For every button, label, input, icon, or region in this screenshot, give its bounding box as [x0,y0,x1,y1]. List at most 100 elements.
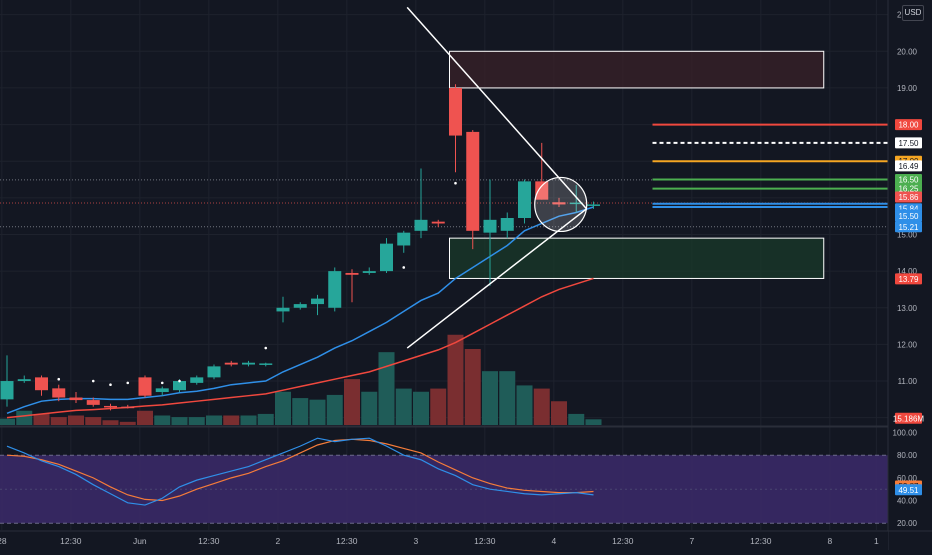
stochastic-value-tag-bg [895,484,922,496]
volume-bar [240,415,257,425]
price-tick-label: 13.00 [897,304,918,313]
time-tick-label: 1 [874,536,879,546]
time-axis[interactable]: 28 12:30 Jun 12:30 2 12:30 3 12:30 4 12:30 7 12:30 8… [0,530,932,550]
pattern-drawings[interactable] [406,6,588,349]
price-tag-bg [895,174,922,186]
candle-body [552,202,566,205]
volume-bar [292,398,309,425]
stochastic-tick-label: 60.00 [897,474,918,483]
price-tag: 18.00 [898,121,919,130]
time-tick-label: 12:30 [198,536,220,546]
dot-marker [454,181,457,185]
horizontal-lines[interactable] [0,123,888,228]
price-tag-bg [895,221,922,233]
volume-bar [0,418,15,425]
stochastic-tick-label: 40.00 [897,497,918,506]
volume-bar [413,391,429,425]
candle-body [173,381,186,391]
stochastic-tick-label: 20.00 [897,519,918,528]
volume-bar [50,417,67,425]
volume-bar [102,420,119,425]
currency-label[interactable]: USD [902,5,924,21]
dot-marker [109,383,112,386]
dot-marker [126,381,130,385]
volume-bar [464,349,481,425]
candle-body [207,366,221,378]
price-tag: 16.50 [898,176,919,185]
candle-body [293,304,307,308]
candle-body [328,271,342,308]
volume-bar [16,410,33,425]
dot-marker [264,346,268,350]
volume-bar [516,385,533,425]
volume-bar [499,371,516,425]
highlight-circle [534,176,588,233]
candle-body [535,181,549,200]
volume-bar [137,410,153,425]
volume-bar [430,388,447,425]
dot-markers [57,181,457,386]
candle-body [397,232,411,246]
candle-body [17,379,31,382]
candle-body [449,87,462,136]
dot-marker [160,381,164,385]
trend-line [406,6,588,210]
stochastic-tick-label: 100.00 [893,429,918,438]
price-tick-label: 19.00 [897,84,918,93]
candle-body [345,272,359,275]
price-tag-bg [895,137,922,149]
dot-marker [57,377,61,381]
moving-averages [6,206,594,419]
price-tag-bg [895,273,922,285]
candle-body [121,406,135,409]
candle-body [500,217,514,231]
volume-bar [344,379,360,425]
price-tag-bg [895,160,922,172]
price-tag: 17.50 [898,139,919,148]
volume-bar [378,352,395,425]
volume-bar [395,388,412,425]
price-tag: 16.25 [898,185,919,194]
stochastic-k-line [6,437,594,506]
volume-bar [568,413,585,425]
price-tag: 13.79 [898,275,919,284]
time-tick-label: 4 [551,536,556,546]
stochastic-value-tag: 49.51 [898,486,919,495]
stochastic-band [0,455,888,524]
candle-body [35,377,48,391]
time-tick-label: 12:30 [750,536,772,546]
candle-body [259,363,273,365]
price-tag-bg [895,210,922,222]
candle-body [224,362,238,365]
stochastic-d-line [6,438,594,502]
time-tick-label: 28 [0,536,7,546]
price-tag-bg [895,191,922,203]
candle-body [414,219,428,231]
zones[interactable] [449,50,825,279]
volume-bar [482,371,498,425]
candle-body [311,298,324,305]
price-axis[interactable]: 10.0011.0012.0013.0014.0015.0016.0017.00… [887,0,932,550]
volume-bar [171,417,188,425]
candle-body [190,377,204,383]
candle-body [69,397,83,401]
price-tick-label: 14.00 [897,267,918,276]
candle-body [431,221,445,224]
volume-bar [68,415,84,425]
volume-tag-bg [895,412,922,424]
time-tick-label: 12:30 [336,536,358,546]
support-zone [449,237,825,279]
volume-bar [188,417,205,425]
price-tick-label: 20.00 [897,47,918,56]
price-tag-bg [895,183,922,195]
price-tag: 15.86 [898,193,919,202]
volume-bar [361,391,378,425]
candle-body [587,204,600,206]
time-tick-label: 2 [275,536,280,546]
volume-bar [326,394,343,425]
candle-body [0,381,14,400]
candle-body [86,400,100,405]
time-tick-label: 7 [689,536,694,546]
